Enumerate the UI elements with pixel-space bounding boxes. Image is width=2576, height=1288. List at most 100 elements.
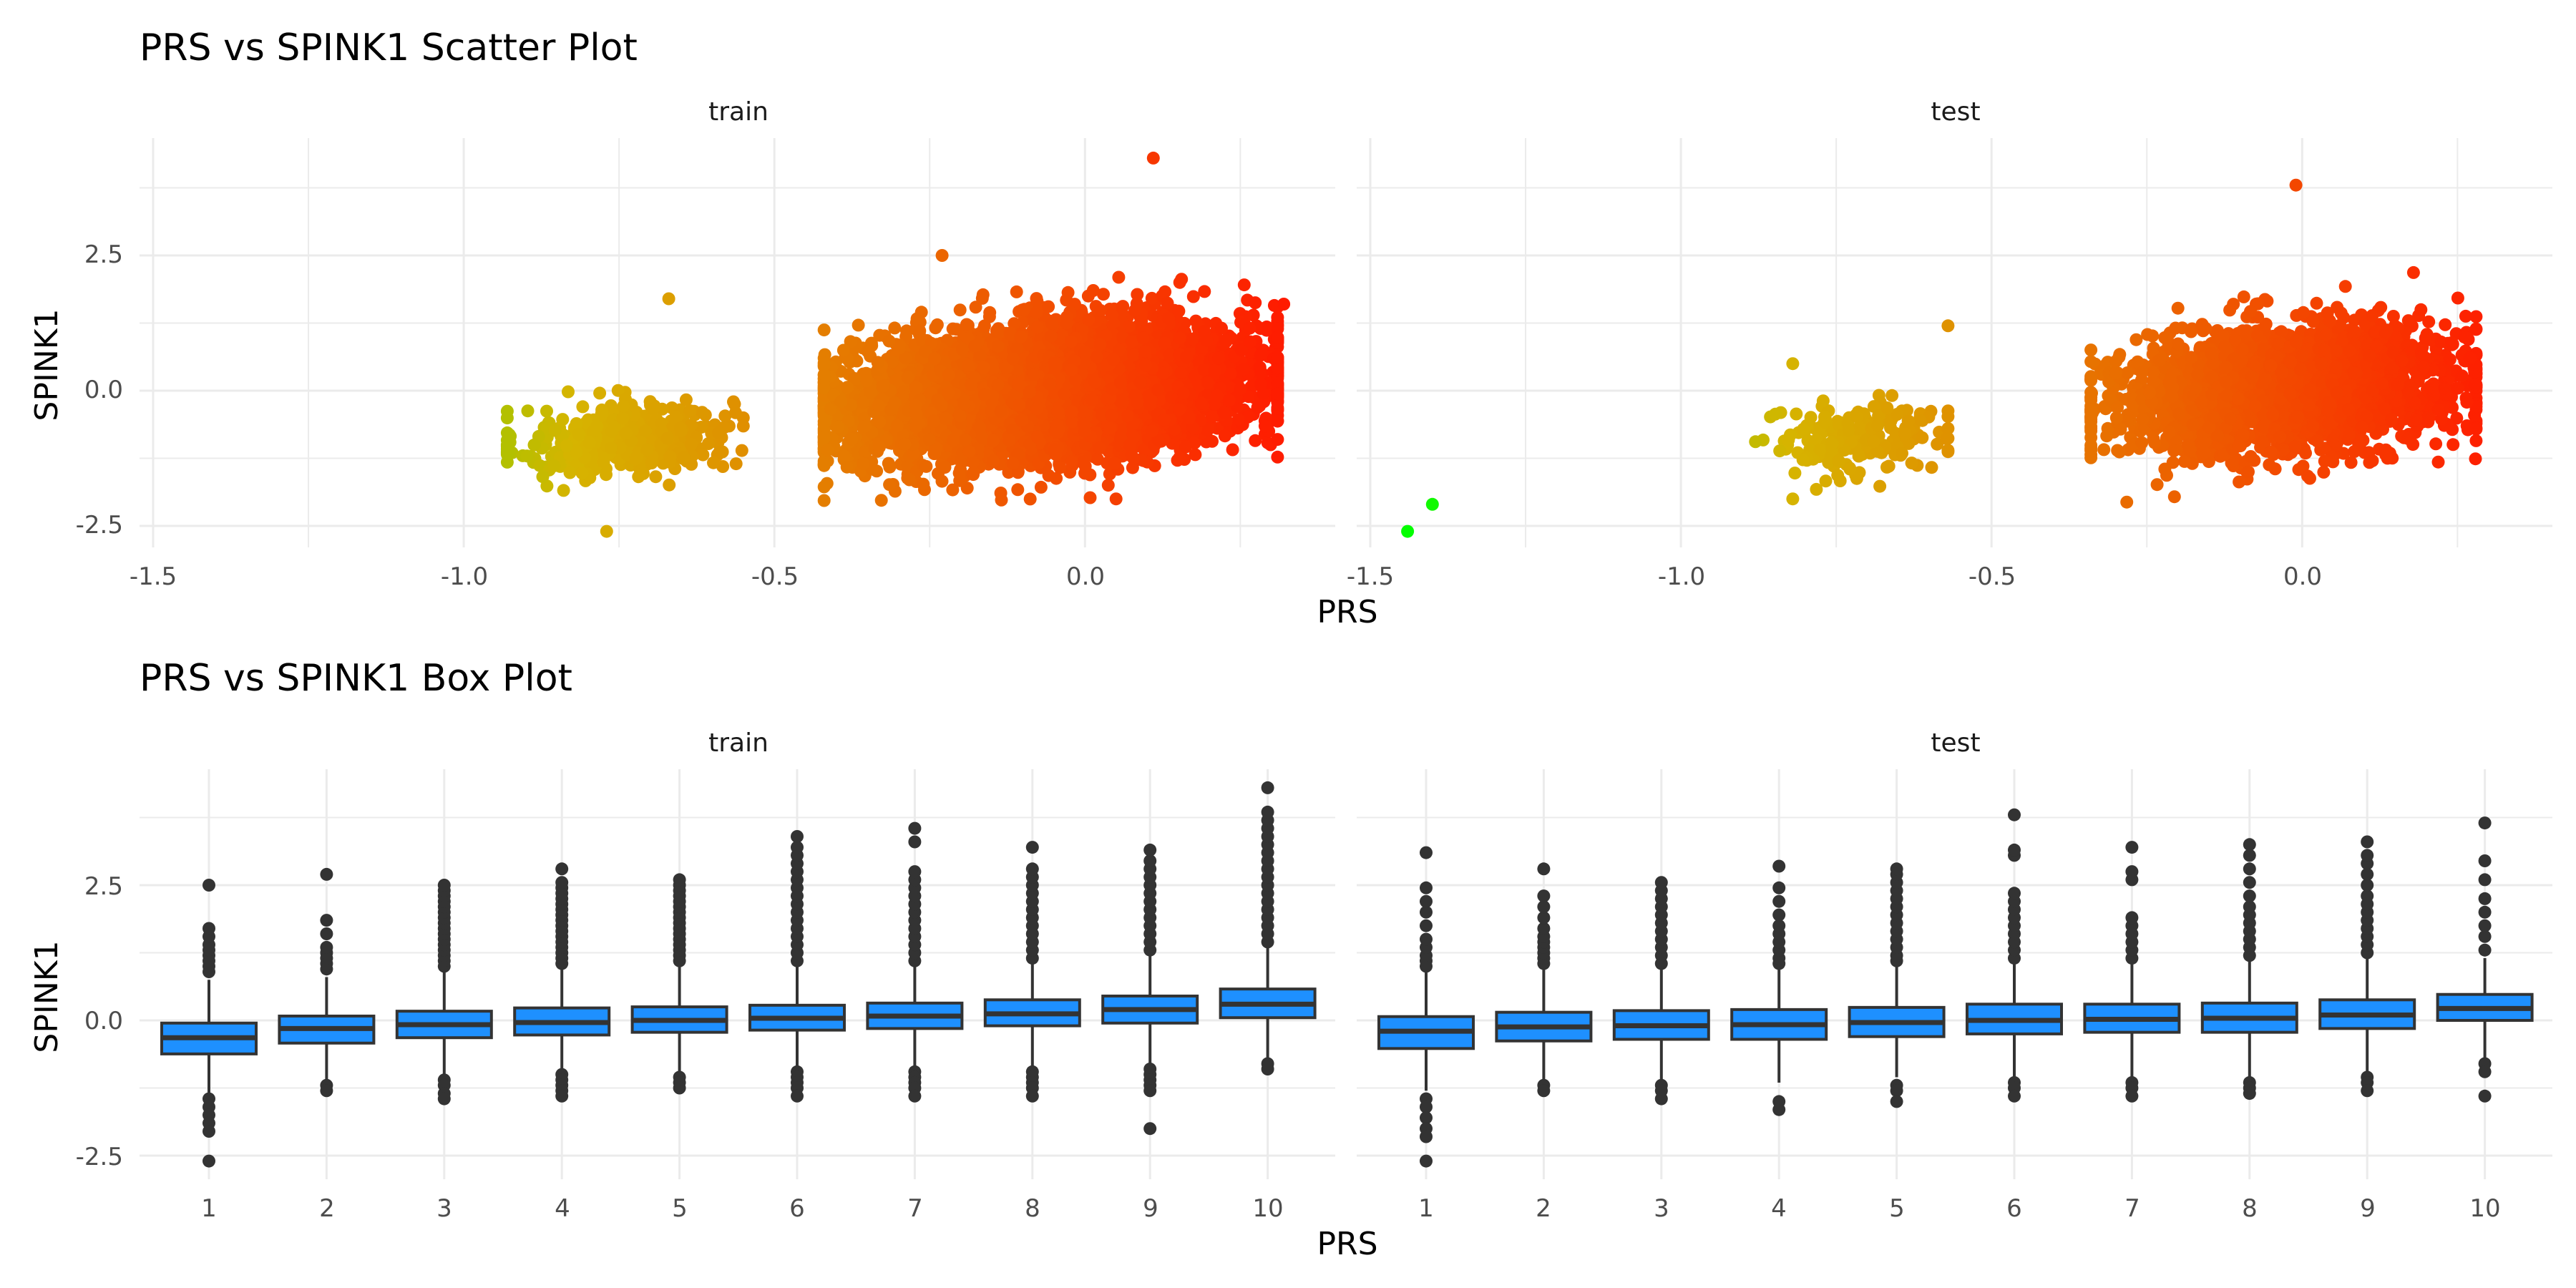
scatter-point	[1271, 414, 1284, 428]
scatter-point	[1112, 270, 1126, 284]
scatter-point	[1030, 306, 1043, 319]
scatter-point	[913, 324, 927, 338]
scatter-point	[1061, 286, 1075, 299]
scatter-point	[712, 426, 726, 439]
scatter-point	[570, 445, 583, 459]
scatter-point	[1271, 311, 1284, 324]
scatter-point	[1237, 278, 1251, 292]
scatter-point	[560, 439, 573, 452]
scatter-point	[696, 448, 710, 462]
scatter-point	[576, 400, 590, 414]
scatter-train-points	[500, 151, 1291, 538]
scatter-point	[611, 384, 625, 397]
scatter-point	[614, 441, 627, 454]
scatter-panel-train	[140, 138, 1335, 547]
scatter-point	[673, 421, 687, 435]
scatter-strip-train: train	[708, 97, 769, 127]
scatter-point	[521, 404, 535, 418]
scatter-point	[1108, 457, 1121, 470]
scatter-point	[677, 451, 691, 464]
scatter-point	[1251, 401, 1264, 414]
scatter-point	[663, 450, 677, 464]
scatter-point	[616, 411, 630, 425]
scatter-point	[914, 306, 928, 319]
scatter-point	[938, 461, 952, 474]
scatter-point	[969, 301, 982, 314]
scatter-point	[685, 438, 698, 452]
scatter-point	[718, 409, 732, 423]
scatter-point	[1065, 455, 1078, 469]
scatter-point	[645, 457, 658, 469]
scatter-point	[500, 455, 514, 469]
scatter-point	[841, 414, 855, 428]
scatter-point	[1128, 303, 1141, 317]
scatter-point	[940, 333, 954, 347]
scatter-point	[1086, 284, 1100, 297]
scatter-point	[630, 451, 643, 464]
scatter-point	[817, 480, 831, 494]
scatter-title: PRS vs SPINK1 Scatter Plot	[140, 26, 638, 69]
scatter-point	[580, 416, 593, 429]
scatter-point	[500, 426, 514, 439]
scatter-point	[735, 444, 748, 457]
scatter-point	[1126, 461, 1139, 474]
scatter-point	[903, 473, 916, 487]
scatter-point	[1161, 296, 1174, 310]
scatter-point	[976, 288, 990, 301]
scatter-point	[563, 466, 577, 479]
scatter-point	[1097, 288, 1110, 301]
scatter-strip-test: test	[1931, 97, 1980, 127]
scatter-point	[1219, 335, 1233, 348]
scatter-point	[1053, 461, 1067, 474]
scatter-point	[817, 431, 831, 444]
scatter-point	[647, 402, 660, 416]
scatter-point	[590, 419, 604, 433]
scatter-point	[817, 323, 831, 337]
scatter-point	[852, 318, 865, 332]
scatter-point	[946, 483, 960, 497]
scatter-point	[1034, 480, 1048, 494]
scatter-point	[990, 326, 1004, 340]
scatter-point	[713, 446, 726, 459]
scatter-point	[547, 459, 561, 473]
scatter-point	[1083, 491, 1097, 504]
scatter-point	[844, 335, 857, 348]
scatter-point	[660, 431, 674, 445]
scatter-point	[593, 386, 607, 400]
scatter-point	[817, 368, 831, 381]
scatter-point	[595, 403, 609, 416]
scatter-point	[670, 411, 683, 424]
scatter-point	[639, 424, 653, 438]
scatter-point	[702, 437, 715, 450]
scatter-point	[649, 470, 663, 484]
scatter-point	[640, 443, 654, 457]
scatter-point	[557, 484, 570, 497]
scatter-point	[1131, 288, 1144, 301]
scatter-point	[562, 385, 575, 399]
scatter-point	[930, 318, 944, 331]
scatter-point	[874, 494, 888, 507]
scatter-point	[1101, 479, 1115, 492]
scatter-point	[995, 493, 1008, 507]
scatter-point	[683, 404, 697, 418]
scatter-point	[556, 413, 570, 426]
scatter-point	[1145, 291, 1158, 305]
scatter-point	[679, 393, 693, 406]
scatter-point	[520, 449, 534, 463]
scatter-point	[1218, 429, 1231, 443]
scatter-point	[1189, 448, 1202, 462]
scatter-point	[952, 467, 966, 480]
scatter-point	[696, 406, 709, 419]
scatter-point	[1158, 285, 1172, 298]
scatter-point	[1162, 311, 1176, 325]
scatter-point	[1023, 492, 1037, 506]
scatter-point	[604, 441, 618, 455]
scatter-point	[617, 399, 630, 413]
scatter-point	[1226, 443, 1239, 457]
scatter-point	[728, 406, 742, 419]
scatter-point	[888, 321, 902, 335]
scatter-point	[817, 494, 831, 507]
scatter-point	[582, 436, 596, 449]
